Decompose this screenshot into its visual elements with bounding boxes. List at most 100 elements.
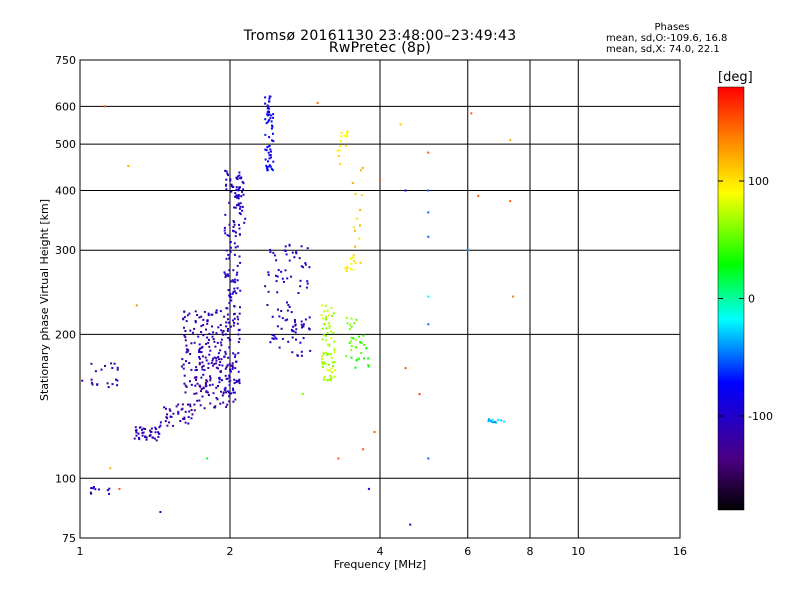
data-point (135, 434, 138, 437)
data-point (186, 348, 189, 351)
data-point (228, 302, 231, 305)
data-point (208, 338, 210, 341)
data-point (346, 133, 349, 136)
data-point (199, 347, 201, 350)
data-point (234, 195, 237, 198)
data-point (231, 366, 234, 369)
data-point (212, 331, 215, 334)
data-point (345, 269, 348, 272)
data-point (231, 186, 234, 188)
data-point (427, 295, 430, 298)
data-point (150, 431, 153, 433)
data-point (267, 151, 270, 154)
data-point (242, 193, 245, 196)
data-point (345, 355, 348, 358)
y-tick-label: 100 (55, 472, 76, 485)
data-point (224, 350, 227, 353)
data-point (217, 326, 220, 329)
data-point (231, 292, 234, 295)
data-point (327, 322, 330, 325)
data-point (203, 310, 206, 313)
data-point (237, 189, 240, 192)
data-point (291, 329, 294, 332)
data-point (352, 226, 355, 229)
data-point (236, 279, 239, 282)
data-point (346, 265, 349, 268)
data-point (225, 325, 228, 328)
data-point (266, 107, 269, 110)
data-point (108, 492, 110, 495)
data-point (213, 362, 216, 365)
colorbar-ticks: 100 0 -100 (718, 175, 773, 423)
data-point (351, 182, 354, 185)
data-point (229, 368, 232, 371)
data-point (333, 340, 336, 343)
data-point (135, 429, 138, 432)
data-point (265, 164, 268, 167)
data-point (339, 163, 342, 166)
y-tick-label: 750 (55, 54, 76, 67)
data-point (300, 323, 303, 326)
data-point (81, 379, 84, 382)
data-point (367, 365, 370, 368)
data-point (241, 209, 244, 212)
data-point (266, 168, 269, 171)
data-point (221, 394, 224, 397)
data-point (308, 328, 311, 331)
data-point (227, 328, 229, 330)
data-point (190, 342, 193, 345)
data-point (232, 269, 235, 272)
data-point (92, 486, 95, 488)
data-point (141, 431, 144, 434)
data-point (346, 322, 349, 325)
data-point (228, 392, 231, 395)
data-point (228, 256, 231, 259)
data-point (198, 356, 201, 358)
data-point (330, 306, 333, 309)
data-point (186, 350, 189, 353)
data-point (202, 324, 205, 326)
data-point (359, 209, 362, 211)
data-point (330, 337, 333, 339)
data-point (339, 139, 342, 142)
data-point (333, 375, 336, 378)
data-point (238, 382, 241, 385)
data-point (206, 322, 209, 325)
data-point (209, 375, 211, 378)
data-point (321, 327, 324, 330)
data-point (268, 113, 271, 116)
data-point (163, 406, 166, 409)
data-point (215, 386, 218, 389)
data-point (266, 167, 268, 169)
data-point (215, 357, 218, 360)
data-point (226, 330, 229, 332)
data-point (210, 362, 213, 365)
data-point (220, 344, 223, 347)
data-point (196, 382, 199, 385)
data-point (226, 234, 229, 237)
data-point (365, 347, 368, 350)
data-point (286, 318, 289, 321)
data-point (399, 123, 402, 126)
data-point (208, 353, 211, 356)
data-point (202, 318, 205, 321)
data-point (321, 363, 324, 365)
data-point (328, 314, 330, 317)
data-point (188, 410, 191, 413)
data-point (226, 273, 229, 276)
data-point (325, 315, 328, 318)
data-point (291, 351, 294, 354)
data-point (215, 366, 218, 369)
data-point (209, 377, 212, 380)
data-point (193, 409, 196, 412)
data-point (182, 317, 184, 320)
data-point (185, 360, 187, 363)
data-point (148, 435, 151, 437)
data-point (286, 277, 289, 280)
data-point (338, 149, 341, 152)
data-point (144, 428, 147, 430)
data-point (333, 351, 336, 354)
data-point (190, 383, 193, 386)
data-point (224, 169, 227, 172)
chart-title: Tromsø 20161130 23:48:00–23:49:43 (243, 28, 517, 44)
